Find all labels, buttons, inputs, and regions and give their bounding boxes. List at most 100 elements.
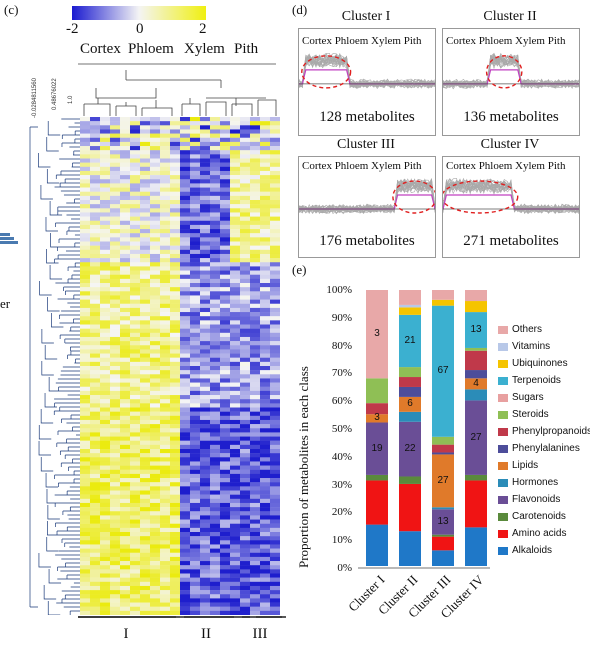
bar-segment-others bbox=[399, 290, 421, 305]
legend-label: Steroids bbox=[512, 409, 549, 420]
bar-segment-phenylpropanoids bbox=[399, 377, 421, 387]
tissue-label-xylem: Xylem bbox=[184, 41, 225, 57]
legend-label: Ubiquinones bbox=[512, 358, 568, 369]
legend-item: Amino acids bbox=[498, 528, 590, 539]
bar-segment-phenylpropanoids bbox=[465, 350, 487, 371]
highlight-ellipse bbox=[485, 55, 523, 89]
chart-legend: Others Vitamins Ubiquinones Terpenoids Sugar… bbox=[498, 324, 590, 556]
legend-item: Steroids bbox=[498, 409, 590, 420]
legend-label: Alkaloids bbox=[512, 545, 553, 556]
tissue-label-pith: Pith bbox=[234, 41, 259, 57]
cluster-2-tissues: Cortex Phloem Xylem Pith bbox=[446, 35, 566, 47]
y-tick-label: 90% bbox=[331, 311, 352, 324]
bar-segment-steroids bbox=[465, 347, 487, 351]
group-label-i: I bbox=[123, 626, 129, 642]
tissue-label-cortex: Cortex bbox=[80, 41, 121, 57]
legend-item: Sugars bbox=[498, 392, 590, 403]
bar-segment-carotenoids bbox=[366, 474, 388, 481]
bar-segment-alkaloids bbox=[399, 531, 421, 566]
bar-value-label: 3 bbox=[374, 412, 380, 424]
bar-segment-lipids bbox=[465, 378, 487, 390]
bar-segment-amino-acids bbox=[366, 480, 388, 525]
stacked-bar-chart bbox=[358, 290, 490, 569]
tissue-label-phloem: Phloem bbox=[128, 41, 174, 57]
bar-value-label: 19 bbox=[371, 442, 383, 454]
bar-segment-alkaloids bbox=[465, 527, 487, 566]
tree-scale-tick-a: -0.0284811560 bbox=[32, 78, 38, 118]
y-tick-label: 50% bbox=[331, 423, 352, 435]
bar-segment-ubiquinones bbox=[399, 307, 421, 315]
cropped-legend-fragment bbox=[0, 233, 18, 244]
column-dendrogram bbox=[78, 63, 277, 116]
bar-segment-others bbox=[366, 290, 388, 379]
bar-segment-amino-acids bbox=[465, 480, 487, 528]
cluster-4-title: Cluster IV bbox=[480, 137, 540, 152]
bar-segment-steroids bbox=[432, 436, 454, 445]
bar-segment-ubiquinones bbox=[465, 301, 487, 313]
legend-swatch bbox=[498, 478, 508, 487]
bar-segment-others bbox=[465, 290, 487, 302]
bar-segment-flavonoids bbox=[399, 421, 421, 477]
legend-label: Flavonoids bbox=[512, 494, 561, 505]
y-tick-label: 40% bbox=[331, 450, 352, 463]
y-axis-label: Proportion of metabolites in each class bbox=[296, 366, 311, 568]
highlight-ellipse bbox=[443, 180, 519, 214]
bar-segment-flavonoids bbox=[366, 422, 388, 475]
bar-segment-alkaloids bbox=[432, 550, 454, 566]
bar-value-label: 13 bbox=[470, 324, 482, 336]
bar-segment-steroids bbox=[399, 367, 421, 378]
legend-swatch bbox=[498, 325, 508, 334]
legend-item: Phenylalanines bbox=[498, 443, 590, 454]
cropped-text-fragment: er bbox=[0, 296, 11, 311]
legend-label: Hormones bbox=[512, 477, 559, 488]
cluster-3-count: 176 metabolites bbox=[319, 233, 415, 249]
legend-item: Phenylpropanoids bbox=[498, 426, 590, 437]
bar-value-label: 4 bbox=[473, 377, 479, 389]
bar-value-label: 27 bbox=[437, 474, 449, 486]
bar-segment-lipids bbox=[366, 414, 388, 423]
bar-segment-terpenoids bbox=[399, 314, 421, 368]
cluster-2-profiles bbox=[443, 52, 579, 90]
bar-segment-alkaloids bbox=[366, 524, 388, 566]
panel-c-label: (c) bbox=[4, 2, 19, 17]
legend-item: Terpenoids bbox=[498, 375, 590, 386]
cluster-4-profiles bbox=[443, 177, 579, 215]
legend-swatch bbox=[498, 393, 508, 402]
bar-segment-terpenoids bbox=[432, 305, 454, 437]
legend-label: Phenylalanines bbox=[512, 443, 580, 454]
bar-segment-hormones bbox=[399, 411, 421, 422]
bar-value-label: 22 bbox=[404, 443, 416, 455]
bar-segment-hormones bbox=[465, 389, 487, 401]
cluster-2-count: 136 metabolites bbox=[463, 109, 559, 125]
bar-segment-phenylalanines bbox=[465, 370, 487, 379]
legend-swatch bbox=[498, 444, 508, 453]
cluster-2-plot: Cortex Phloem Xylem Pith 136 metabolites bbox=[442, 28, 580, 136]
cluster-4-tissues: Cortex Phloem Xylem Pith bbox=[446, 160, 566, 172]
legend-label: Vitamins bbox=[512, 341, 551, 352]
bar-value-label: 6 bbox=[407, 398, 413, 410]
bar-segment-phenylalanines bbox=[399, 386, 421, 397]
legend-swatch bbox=[498, 529, 508, 538]
y-tick-label: 100% bbox=[326, 284, 352, 296]
cluster-1-plot: Cortex Phloem Xylem Pith 128 metabolites bbox=[298, 28, 436, 136]
bar-segment-carotenoids bbox=[432, 534, 454, 537]
legend-item: Hormones bbox=[498, 477, 590, 488]
cluster-1-profiles bbox=[299, 52, 435, 90]
bar-segment-amino-acids bbox=[399, 483, 421, 532]
bar-segment-ubiquinones bbox=[432, 299, 454, 306]
bar-segment-phenylalanines bbox=[432, 452, 454, 455]
highlight-ellipse bbox=[301, 55, 352, 89]
y-tick-label: 10% bbox=[331, 534, 352, 547]
legend-label: Carotenoids bbox=[512, 511, 566, 522]
bar-value-label: 3 bbox=[374, 328, 380, 340]
scale-max-label: 2 bbox=[199, 21, 207, 37]
row-dendrogram bbox=[29, 118, 80, 615]
legend-label: Amino acids bbox=[512, 528, 567, 539]
legend-swatch bbox=[498, 342, 508, 351]
bar-segment-vitamins bbox=[399, 304, 421, 308]
scale-min-label: -2 bbox=[66, 21, 79, 37]
legend-swatch bbox=[498, 512, 508, 521]
bar-value-label: 13 bbox=[437, 515, 449, 527]
legend-swatch bbox=[498, 376, 508, 385]
group-label-iii: III bbox=[252, 626, 268, 642]
